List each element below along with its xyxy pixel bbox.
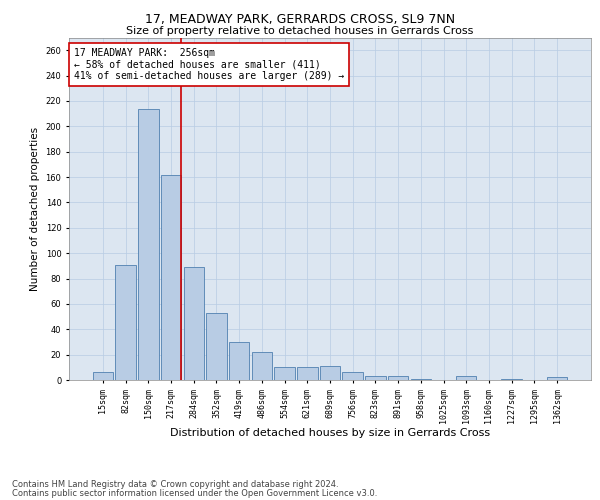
Bar	[456, 376, 476, 380]
Text: 17, MEADWAY PARK, GERRARDS CROSS, SL9 7NN: 17, MEADWAY PARK, GERRARDS CROSS, SL9 7N…	[145, 12, 455, 26]
Bar	[115, 264, 136, 380]
Bar	[274, 368, 295, 380]
Text: Contains HM Land Registry data © Crown copyright and database right 2024.: Contains HM Land Registry data © Crown c…	[12, 480, 338, 489]
Bar	[161, 174, 181, 380]
Bar	[138, 108, 158, 380]
Bar	[184, 267, 204, 380]
Bar	[93, 372, 113, 380]
Bar	[365, 376, 386, 380]
Bar	[410, 378, 431, 380]
Bar	[229, 342, 250, 380]
Bar	[320, 366, 340, 380]
Bar	[343, 372, 363, 380]
Bar	[297, 368, 317, 380]
Bar	[251, 352, 272, 380]
Bar	[502, 378, 522, 380]
X-axis label: Distribution of detached houses by size in Gerrards Cross: Distribution of detached houses by size …	[170, 428, 490, 438]
Y-axis label: Number of detached properties: Number of detached properties	[30, 126, 40, 291]
Text: Contains public sector information licensed under the Open Government Licence v3: Contains public sector information licen…	[12, 488, 377, 498]
Bar	[547, 378, 567, 380]
Text: Size of property relative to detached houses in Gerrards Cross: Size of property relative to detached ho…	[127, 26, 473, 36]
Bar	[388, 376, 409, 380]
Bar	[206, 313, 227, 380]
Text: 17 MEADWAY PARK:  256sqm
← 58% of detached houses are smaller (411)
41% of semi-: 17 MEADWAY PARK: 256sqm ← 58% of detache…	[74, 48, 344, 81]
